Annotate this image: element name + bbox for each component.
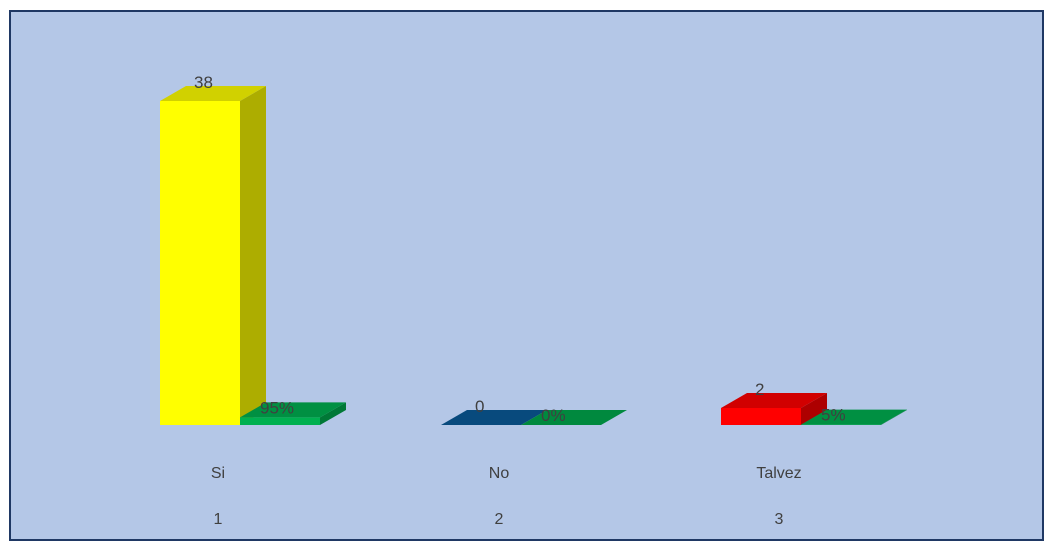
value-label-no: 0 <box>475 397 484 416</box>
count-bar-si <box>160 86 266 425</box>
percent-bar-si-side <box>320 402 346 425</box>
percent-bar-si <box>240 402 346 425</box>
percent-label-no: 0% <box>541 406 566 425</box>
percent-bar-si-top <box>240 402 346 418</box>
percent-bar-no <box>521 410 627 425</box>
category-label-talvez: Talvez <box>756 465 801 482</box>
percent-bar-talvez <box>801 409 907 425</box>
count-bar-no-top <box>441 410 547 425</box>
value-label-talvez: 2 <box>755 380 764 399</box>
count-bar-si-front <box>160 101 240 425</box>
percent-label-si: 95% <box>260 398 294 417</box>
percent-bar-si-front <box>240 417 320 425</box>
labels-layer: 38 0 2 95% 0% 5% Si No Talvez 1 2 3 <box>194 73 846 528</box>
count-bar-si-top <box>160 86 266 101</box>
percent-bar-talvez-side <box>881 409 907 425</box>
index-label-1: 1 <box>214 511 223 528</box>
index-label-3: 3 <box>775 511 784 528</box>
count-bar-talvez-side <box>801 392 827 425</box>
category-label-no: No <box>489 465 510 482</box>
count-bar-talvez-top <box>721 392 827 408</box>
value-label-si: 38 <box>194 73 213 92</box>
bars-layer <box>160 86 907 425</box>
percent-label-talvez: 5% <box>821 406 846 425</box>
index-label-2: 2 <box>495 511 504 528</box>
count-bar-talvez <box>721 392 827 425</box>
percent-bar-no-top <box>521 410 627 425</box>
count-bar-talvez-front <box>721 407 801 425</box>
count-bar-si-side <box>240 86 266 425</box>
category-label-si: Si <box>211 465 225 482</box>
count-bar-no <box>441 410 547 425</box>
percent-bar-talvez-top <box>801 409 907 425</box>
